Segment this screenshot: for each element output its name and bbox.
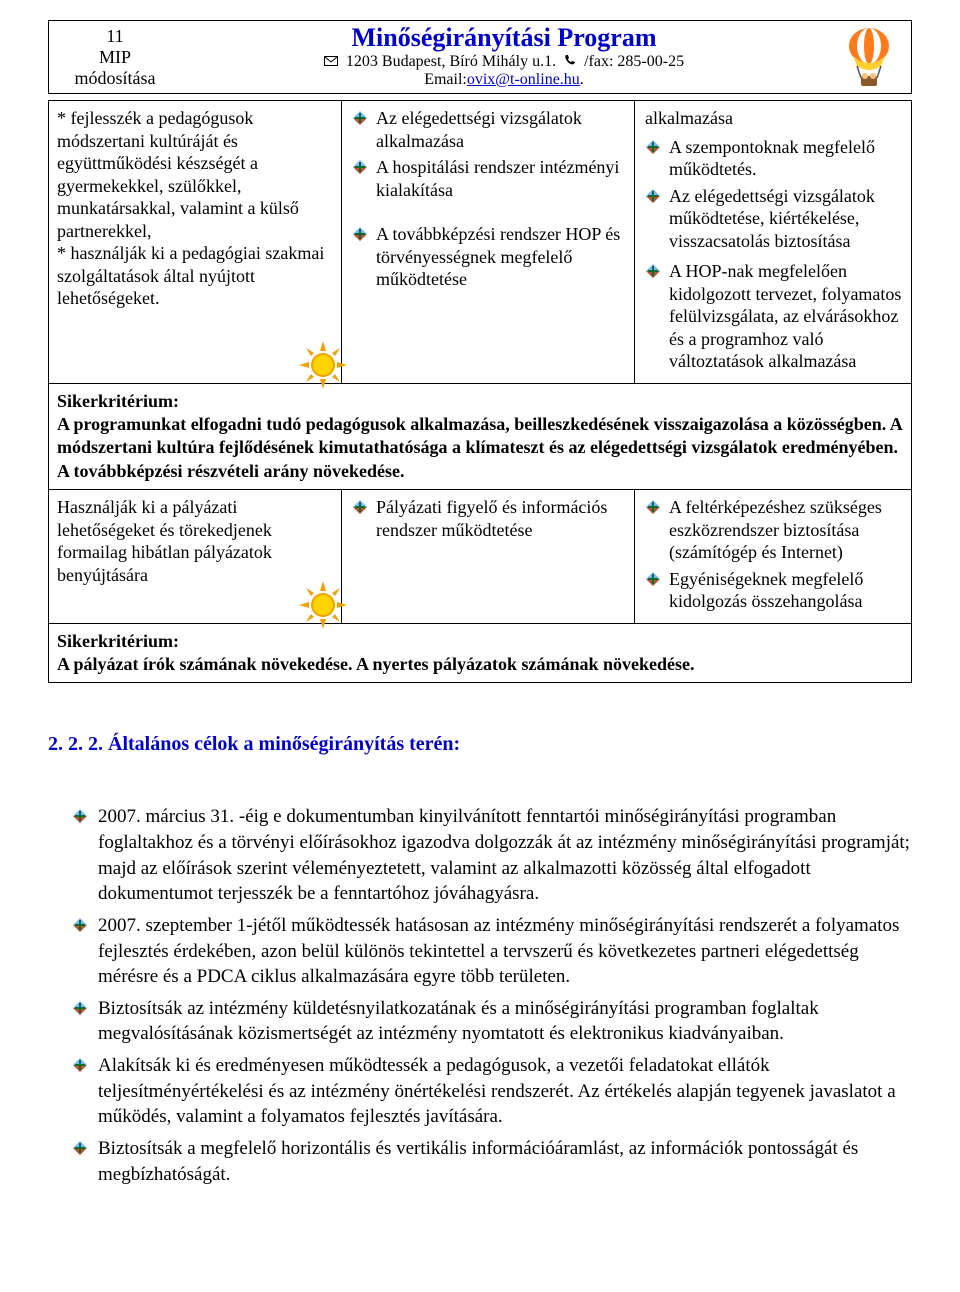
plus-bullet-icon bbox=[72, 808, 88, 824]
row1-mid-cell: Az elégedettségi vizsgálatok alkalmazása… bbox=[342, 101, 635, 383]
list-item: Az elégedettségi vizsgálatok működtetése… bbox=[643, 185, 903, 253]
plus-bullet-icon bbox=[352, 159, 368, 175]
section-heading: 2. 2. 2. Általános célok a minőségirányí… bbox=[48, 733, 912, 756]
plus-bullet-icon bbox=[352, 226, 368, 242]
doc-code: MIP bbox=[55, 47, 175, 68]
list-item: 2007. március 31. -éig e dokumentumban k… bbox=[72, 804, 912, 907]
list-item-text: Az elégedettségi vizsgálatok működtetése… bbox=[669, 186, 875, 251]
row2-right-cell: A feltérképezéshez szükséges eszközrends… bbox=[635, 490, 911, 623]
list-item-text: A HOP-nak megfelelően kidolgozott tervez… bbox=[669, 261, 901, 371]
page: 11 MIP módosítása Minőségirányítási Prog… bbox=[0, 0, 960, 1233]
list-item-text: Az elégedettségi vizsgálatok alkalmazása bbox=[376, 108, 582, 151]
row1-right-list: A szempontoknak megfelelő működtetés. Az… bbox=[643, 136, 903, 373]
list-item: Egyéniségeknek megfelelő kidolgozás össz… bbox=[643, 568, 903, 613]
list-item: Alakítsák ki és eredményesen működtessék… bbox=[72, 1053, 912, 1130]
header-left: 11 MIP módosítása bbox=[49, 21, 181, 93]
sun-icon bbox=[299, 341, 347, 389]
row1-right-cell: alkalmazása A szempontoknak megfelelő mű… bbox=[635, 101, 911, 383]
plus-bullet-icon bbox=[645, 139, 661, 155]
list-item-text: A továbbképzési rendszer HOP és törvénye… bbox=[376, 224, 620, 289]
row1-right-pretext: alkalmazása bbox=[643, 107, 903, 130]
plus-bullet-icon bbox=[72, 1057, 88, 1073]
header-email-line: Email:ovix@t-online.hu. bbox=[185, 71, 823, 89]
list-item-text: A szempontoknak megfelelő működtetés. bbox=[669, 137, 875, 180]
phone-icon bbox=[564, 53, 576, 71]
list-item-text: Egyéniségeknek megfelelő kidolgozás össz… bbox=[669, 569, 863, 612]
success-criteria-2: Sikerkritérium: A pályázat írók számának… bbox=[48, 624, 912, 684]
list-item-text: Biztosítsák az intézmény küldetésnyilatk… bbox=[98, 998, 819, 1045]
list-item-text: 2007. március 31. -éig e dokumentumban k… bbox=[98, 806, 910, 904]
document-title: Minőségirányítási Program bbox=[185, 23, 823, 53]
header-contact-line: 1203 Budapest, Bíró Mihály u.1. /fax: 28… bbox=[185, 53, 823, 71]
plus-bullet-icon bbox=[72, 1140, 88, 1156]
goals-list: 2007. március 31. -éig e dokumentumban k… bbox=[72, 804, 912, 1187]
row2-left-cell: Használják ki a pályázati lehetőségeket … bbox=[49, 490, 342, 623]
list-item: A hospitálási rendszer intézményi kialak… bbox=[350, 156, 626, 201]
email-dot: . bbox=[580, 71, 584, 88]
header-phone: /fax: 285-00-25 bbox=[584, 53, 684, 71]
email-link[interactable]: ovix@t-online.hu bbox=[467, 71, 580, 88]
list-item-text: A feltérképezéshez szükséges eszközrends… bbox=[669, 497, 882, 562]
list-item-text: Alakítsák ki és eredményesen működtessék… bbox=[98, 1055, 896, 1127]
row2-mid-list: Pályázati figyelő és információs rendsze… bbox=[350, 496, 626, 541]
plus-bullet-icon bbox=[645, 188, 661, 204]
plus-bullet-icon bbox=[645, 499, 661, 515]
list-item: Biztosítsák a megfelelő horizontális és … bbox=[72, 1136, 912, 1187]
list-item-text: A hospitálási rendszer intézményi kialak… bbox=[376, 157, 619, 200]
objective-row-2: Használják ki a pályázati lehetőségeket … bbox=[48, 490, 912, 624]
success-label: Sikerkritérium: bbox=[57, 391, 179, 411]
list-item: A szempontoknak megfelelő működtetés. bbox=[643, 136, 903, 181]
page-number: 11 bbox=[55, 26, 175, 47]
list-item: Biztosítsák az intézmény küldetésnyilatk… bbox=[72, 996, 912, 1047]
plus-bullet-icon bbox=[645, 571, 661, 587]
plus-bullet-icon bbox=[352, 499, 368, 515]
list-item: A feltérképezéshez szükséges eszközrends… bbox=[643, 496, 903, 564]
row1-left-cell: * fejlesszék a pedagógusok módszertani k… bbox=[49, 101, 342, 383]
header-center: Minőségirányítási Program 1203 Budapest,… bbox=[181, 21, 827, 93]
plus-bullet-icon bbox=[645, 263, 661, 279]
envelope-icon bbox=[324, 53, 338, 71]
row1-mid-list: Az elégedettségi vizsgálatok alkalmazása… bbox=[350, 107, 626, 291]
list-item: A továbbképzési rendszer HOP és törvénye… bbox=[350, 223, 626, 291]
list-item: 2007. szeptember 1-jétől működtessék hat… bbox=[72, 913, 912, 990]
row2-right-list: A feltérképezéshez szükséges eszközrends… bbox=[643, 496, 903, 613]
list-item: Pályázati figyelő és információs rendsze… bbox=[350, 496, 626, 541]
plus-bullet-icon bbox=[72, 1000, 88, 1016]
sun-icon bbox=[299, 581, 347, 629]
doc-subcode: módosítása bbox=[55, 68, 175, 89]
row1-left-text: * fejlesszék a pedagógusok módszertani k… bbox=[57, 107, 333, 310]
success-text: A programunkat elfogadni tudó pedagóguso… bbox=[57, 414, 902, 481]
header-logo bbox=[827, 21, 911, 93]
document-header: 11 MIP módosítása Minőségirányítási Prog… bbox=[48, 20, 912, 94]
list-item-text: 2007. szeptember 1-jétől működtessék hat… bbox=[98, 915, 899, 987]
list-item: Az elégedettségi vizsgálatok alkalmazása bbox=[350, 107, 626, 152]
list-item-text: Biztosítsák a megfelelő horizontális és … bbox=[98, 1138, 858, 1185]
list-item: A HOP-nak megfelelően kidolgozott tervez… bbox=[643, 260, 903, 373]
plus-bullet-icon bbox=[352, 110, 368, 126]
plus-bullet-icon bbox=[72, 917, 88, 933]
hot-air-balloon-icon bbox=[841, 26, 897, 88]
success-text: A pályázat írók számának növekedése. A n… bbox=[57, 654, 695, 674]
email-label: Email: bbox=[424, 71, 467, 88]
list-item-text: Pályázati figyelő és információs rendsze… bbox=[376, 497, 607, 540]
success-criteria-1: Sikerkritérium: A programunkat elfogadni… bbox=[48, 384, 912, 491]
header-address: 1203 Budapest, Bíró Mihály u.1. bbox=[346, 53, 556, 71]
objective-row-1: * fejlesszék a pedagógusok módszertani k… bbox=[48, 100, 912, 384]
success-label: Sikerkritérium: bbox=[57, 631, 179, 651]
row2-mid-cell: Pályázati figyelő és információs rendsze… bbox=[342, 490, 635, 623]
row2-left-text: Használják ki a pályázati lehetőségeket … bbox=[57, 496, 333, 586]
